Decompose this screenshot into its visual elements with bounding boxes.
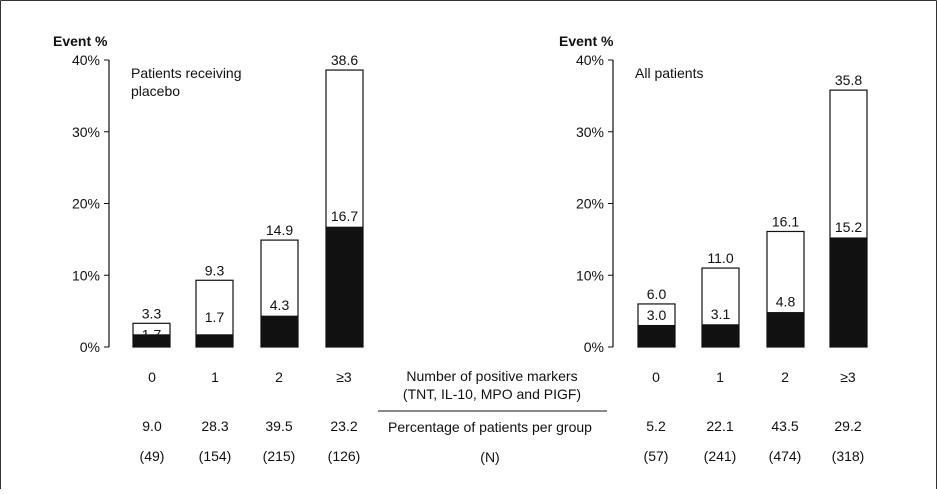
panel2-y-tick-label: 0% — [584, 339, 604, 355]
panel1-y-tick-label: 30% — [72, 124, 100, 140]
panel2-bar-positive-label: 3.0 — [647, 307, 667, 323]
panel1-count-value: (154) — [199, 448, 232, 464]
panel2-bar-positive-label: 3.1 — [711, 306, 731, 322]
markers-label-line1: Number of positive markers — [406, 368, 577, 384]
panel1-x-tick-label: 1 — [211, 369, 219, 385]
panel2-percentage-value: 22.1 — [706, 418, 733, 434]
percentage-label: Percentage of patients per group — [388, 419, 592, 435]
panel2-x-tick-label: 2 — [781, 369, 789, 385]
panel2-x-tick-label: 1 — [716, 369, 724, 385]
panel1-bar-total-label: 3.3 — [142, 305, 162, 321]
panel2-y-tick-label: 10% — [576, 267, 604, 283]
panel1-bar-positive-label: 1.7 — [142, 326, 162, 342]
panel1-x-tick-label: ≥3 — [336, 369, 352, 385]
panel1-bar-total-label: 14.9 — [266, 222, 293, 238]
panel2-panel-label: All patients — [635, 65, 703, 81]
panel1-bar-positive-label: 16.7 — [331, 208, 358, 224]
panel1-y-tick-label: 40% — [72, 52, 100, 68]
panel1-x-tick-label: 0 — [148, 369, 156, 385]
panel2-count-value: (57) — [644, 448, 669, 464]
panel2-bar-positive — [701, 324, 740, 348]
markers-label-line2: (TNT, IL-10, MPO and PIGF) — [403, 386, 581, 402]
panel2-y-tick-label: 30% — [576, 124, 604, 140]
panel2-x-tick-label: 0 — [652, 369, 660, 385]
panel1-bar-total-label: 38.6 — [331, 52, 358, 68]
panel1-y-tick-label: 20% — [72, 196, 100, 212]
panel2-bar-total-label: 11.0 — [707, 250, 733, 266]
panel1-bar-positive — [132, 334, 171, 348]
panel1-count-value: (126) — [328, 448, 361, 464]
panel1-percentage-value: 9.0 — [142, 418, 162, 434]
panel2-y-tick-label: 20% — [576, 196, 604, 212]
panel1-bar-total-label: 9.3 — [205, 262, 225, 278]
panel2-count-value: (318) — [832, 448, 865, 464]
panel2-bar-positive — [829, 237, 868, 348]
panel1-y-axis-title: Event % — [53, 33, 108, 49]
panel2-percentage-value: 5.2 — [646, 418, 666, 434]
panel2-count-value: (474) — [769, 448, 802, 464]
panel1-panel-label: placebo — [131, 83, 180, 99]
n-label: (N) — [480, 449, 499, 465]
panel2-bar-total-label: 16.1 — [772, 213, 799, 229]
panel2-bar-positive-label: 15.2 — [835, 219, 862, 235]
panel1-count-value: (215) — [263, 448, 296, 464]
panel1-bar-positive — [195, 334, 234, 348]
panel1-bar-positive — [260, 315, 299, 348]
panel1-bar-positive — [325, 226, 364, 348]
panel2-bar-positive — [766, 312, 805, 348]
panel1-y-tick-label: 0% — [80, 339, 100, 355]
panel1-percentage-value: 28.3 — [201, 418, 228, 434]
panel2-y-axis-title: Event % — [559, 33, 614, 49]
panel2-percentage-value: 29.2 — [834, 418, 861, 434]
panel2-bar-total-label: 35.8 — [835, 72, 862, 88]
panel1-bar-positive-label: 1.7 — [205, 309, 225, 325]
panel2-bar-positive — [637, 324, 676, 348]
panel2-bar-total-label: 6.0 — [647, 286, 667, 302]
panel2-y-tick-label: 40% — [576, 52, 604, 68]
panel1-panel-label: Patients receiving — [131, 65, 242, 81]
panel2-x-tick-label: ≥3 — [840, 369, 856, 385]
panel2-bar-positive-label: 4.8 — [776, 294, 796, 310]
panel1-percentage-value: 39.5 — [265, 418, 292, 434]
panel1-x-tick-label: 2 — [275, 369, 283, 385]
panel1-bar-positive-label: 4.3 — [270, 297, 290, 313]
panel2-percentage-value: 43.5 — [771, 418, 798, 434]
panel1-count-value: (49) — [140, 448, 165, 464]
panel2-count-value: (241) — [704, 448, 737, 464]
panel1-percentage-value: 23.2 — [330, 418, 357, 434]
panel1-y-tick-label: 10% — [72, 267, 100, 283]
